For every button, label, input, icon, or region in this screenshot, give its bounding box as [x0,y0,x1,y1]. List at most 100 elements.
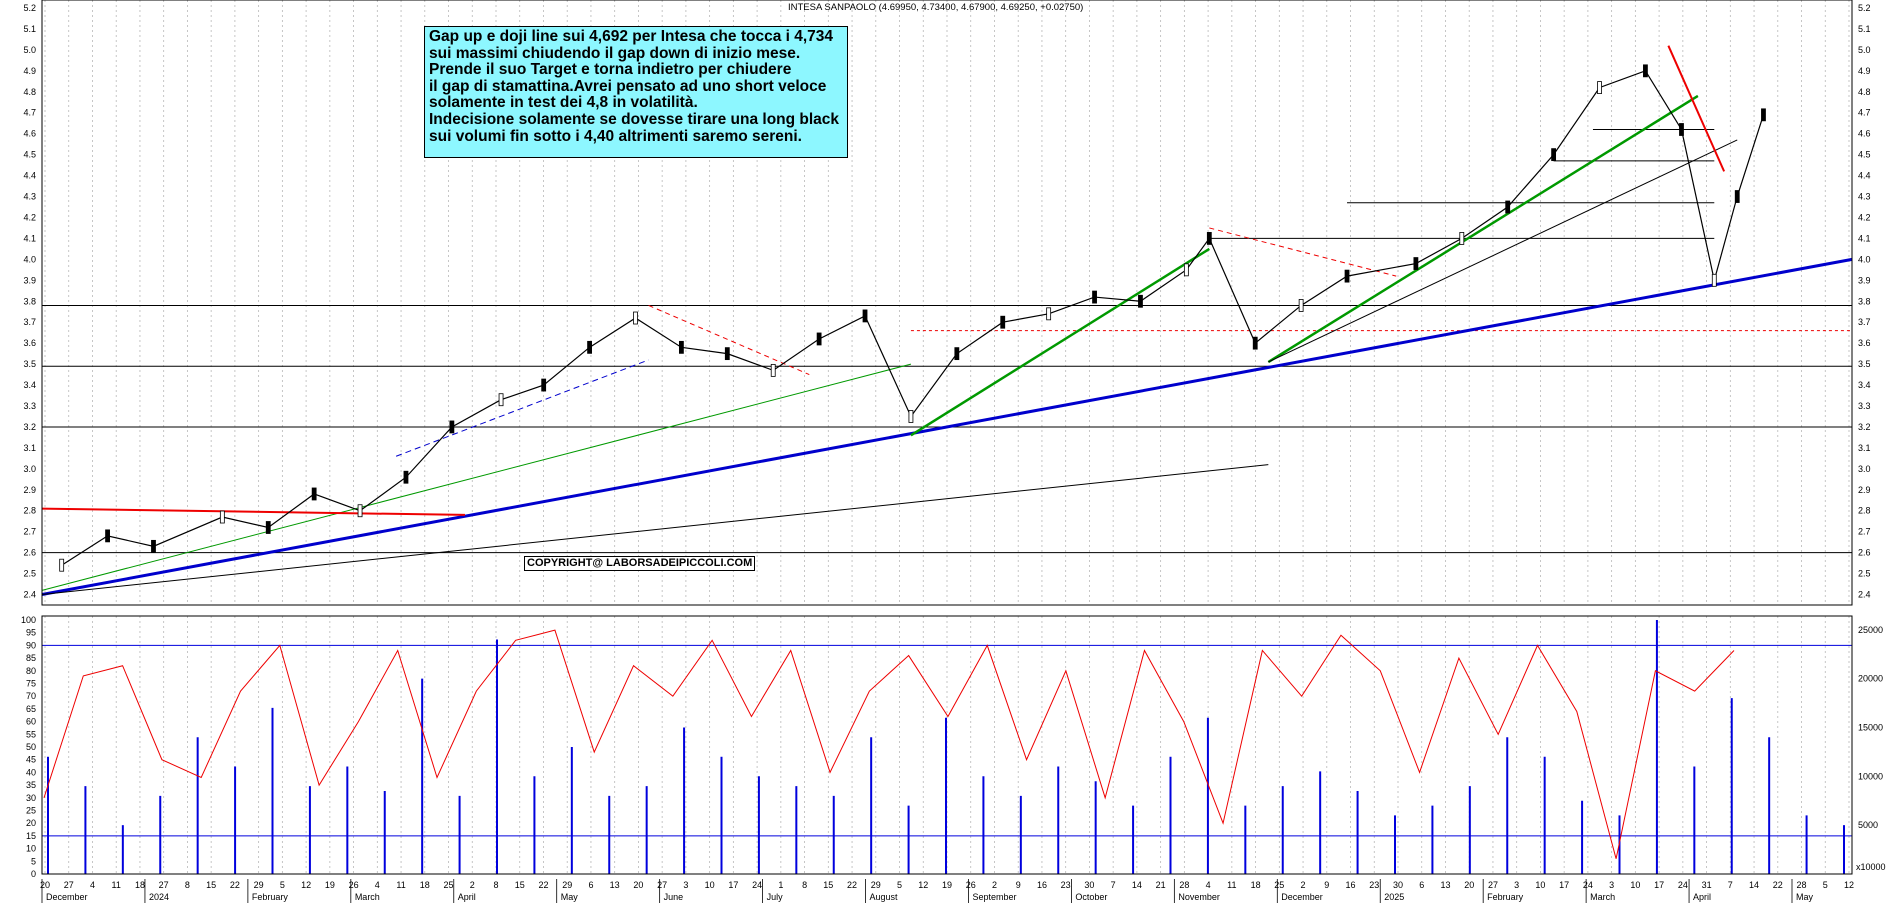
x-day-tick-label: 9 [1324,880,1329,890]
oscillator-axis-tick-label: 55 [26,729,36,739]
price-candle [541,378,547,392]
price-candle [862,309,868,323]
price-axis-tick-label: 2.6 [23,548,36,558]
x-day-tick-label: 4 [90,880,95,890]
x-day-tick-label: 15 [823,880,833,890]
x-month-label: April [1693,892,1711,902]
x-day-tick-label: 1 [778,880,783,890]
x-day-tick-label: 30 [1393,880,1403,890]
comment-line: sui volumi fin sotto i 4,40 altrimenti s… [429,127,802,145]
price-axis-tick-label: 4.0 [23,254,36,264]
x-day-tick-label: 13 [610,880,620,890]
x-day-tick-label: 23 [1369,880,1379,890]
price-axis-tick-label: 5.2 [1858,3,1871,13]
oscillator-axis-tick-label: 10 [26,844,36,854]
price-candle [1505,200,1511,214]
x-day-tick-label: 11 [112,880,121,890]
x-day-tick-label: 3 [1514,880,1519,890]
x-day-tick-label: 18 [135,880,145,890]
x-month-label: July [767,892,784,902]
x-day-tick-label: 8 [802,880,807,890]
oscillator-axis-tick-label: 90 [26,640,36,650]
price-axis-tick-label: 2.5 [1858,569,1871,579]
price-axis-tick-label: 2.9 [1858,485,1871,495]
price-axis-tick-label: 4.3 [23,192,36,202]
red-resistance-line [41,507,466,516]
oscillator-axis-tick-label: 45 [26,755,36,765]
oscillator-axis-tick-label: 0 [31,869,36,879]
x-day-tick-label: 11 [1227,880,1236,890]
price-axis-tick-label: 3.8 [23,296,36,306]
price-candle [679,340,684,354]
oscillator-line [43,629,1735,859]
x-day-tick-label: 31 [1702,880,1712,890]
price-candle [954,347,960,361]
price-axis-tick-label: 5.1 [1858,24,1871,34]
x-day-tick-label: 27 [159,880,169,890]
x-day-tick-label: 20 [1464,880,1474,890]
comment-line: sui massimi chiudendo il gap down di ini… [429,44,801,62]
price-candle [633,311,638,325]
price-candle [908,410,914,423]
price-axis-tick-label: 4.7 [23,108,36,118]
price-candle [59,558,65,572]
price-candle [816,332,822,346]
x-day-tick-label: 30 [1084,880,1094,890]
x-day-tick-label: 17 [1654,880,1664,890]
price-candle [105,529,110,543]
x-day-tick-label: 19 [942,880,952,890]
price-candle [357,504,363,518]
x-month-label: November [1178,892,1220,902]
volume-axis-tick-label: 20000 [1858,674,1883,684]
x-day-tick-label: 29 [562,880,572,890]
price-axis-tick-label: 3.1 [1858,443,1871,453]
x-day-tick-label: 29 [254,880,264,890]
price-axis-tick-label: 3.7 [23,317,36,327]
oscillator-axis-tick-label: 75 [26,679,36,689]
x-day-tick-label: 3 [1609,880,1614,890]
oscillator-pane-frame [41,615,1853,875]
oscillator-layer [42,629,1852,859]
price-axis-tick-label: 4.8 [23,87,36,97]
price-axis-tick-label: 2.5 [23,569,36,579]
x-day-tick-label: 3 [683,880,688,890]
price-candle [724,347,730,361]
x-month-label: 2024 [149,892,169,902]
black-uptrend-line [1268,139,1738,363]
x-day-tick-label: 9 [1016,880,1021,890]
price-candle [1000,315,1006,329]
price-axis-tick-label: 2.6 [1858,548,1871,558]
price-candle [219,510,225,524]
price-axis-tick-label: 5.0 [23,45,36,55]
analysis-comment-box: Gap up e doji line sui 4,692 per Intesa … [424,26,848,158]
price-axis-tick-label: 4.2 [1858,212,1871,222]
x-month-label: August [870,892,899,902]
comment-line: Prende il suo Target e torna indietro pe… [429,61,792,79]
price-axis-tick-label: 4.9 [1858,66,1871,76]
price-candle [770,363,776,377]
x-month-label: May [1796,892,1814,902]
price-axis-tick-label: 3.8 [1858,296,1871,306]
oscillator-axis-tick-label: 40 [26,767,36,777]
x-day-tick-label: 19 [325,880,335,890]
price-candle [1597,81,1602,94]
x-day-tick-label: 12 [301,880,311,890]
x-month-label: April [458,892,476,902]
x-day-tick-label: 23 [1061,880,1071,890]
x-day-tick-label: 2 [992,880,997,890]
x-day-tick-label: 22 [1773,880,1783,890]
price-axis-tick-label: 2.7 [1858,527,1871,537]
price-axis-tick-label: 4.4 [23,171,36,181]
price-axis-tick-label: 3.3 [23,401,36,411]
price-axis-tick-label: 4.9 [23,66,36,76]
price-axis-tick-label: 3.0 [1858,464,1871,474]
oscillator-axis-tick-label: 60 [26,717,36,727]
x-day-tick-label: 26 [966,880,976,890]
price-candle [1459,232,1465,245]
trendlines-layer [41,45,1853,597]
dashed-blue-trendline [395,359,649,457]
x-day-tick-label: 16 [1037,880,1047,890]
price-candle [265,521,271,534]
price-axis-tick-label: 4.7 [1858,108,1871,118]
